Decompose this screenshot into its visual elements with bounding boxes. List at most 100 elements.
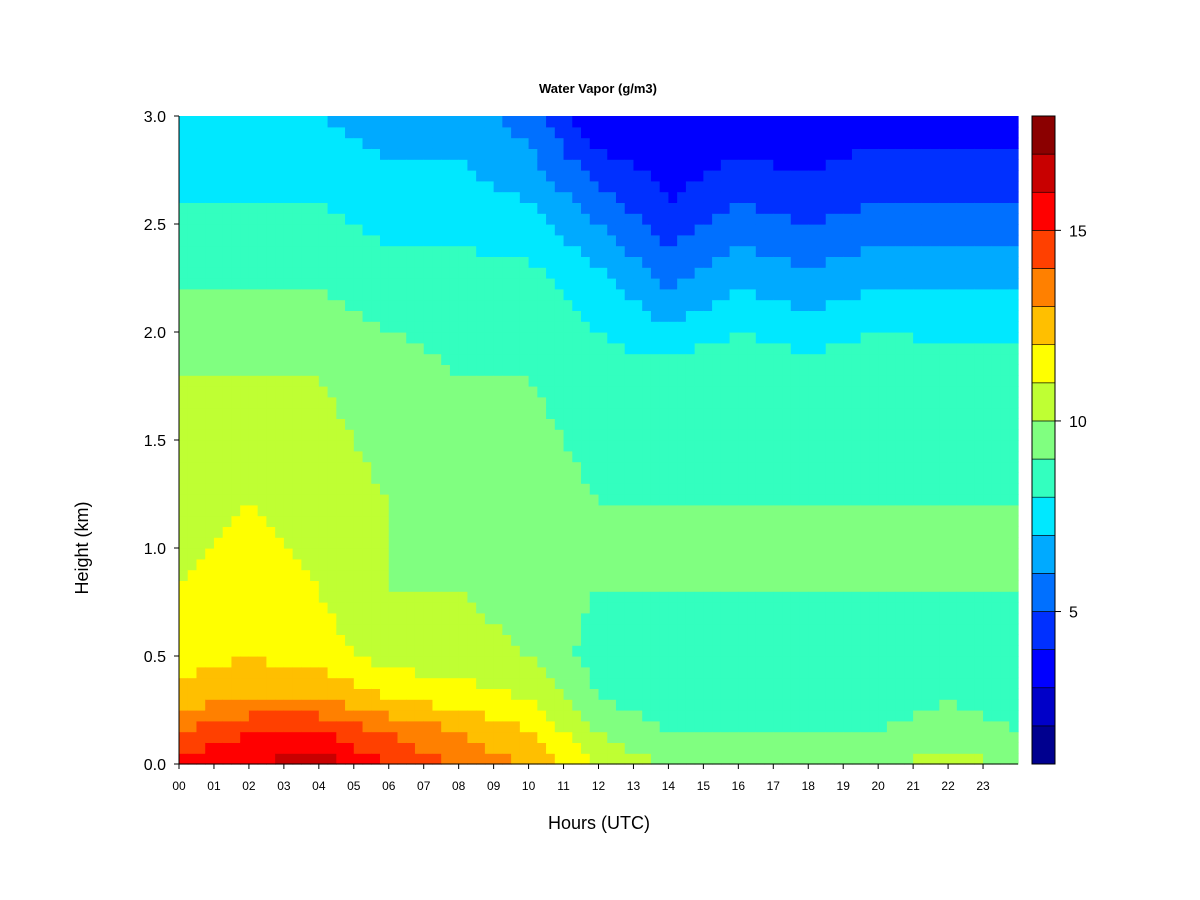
heatmap-cell <box>484 332 495 344</box>
heatmap-cell <box>519 148 530 160</box>
heatmap-cell <box>380 342 390 355</box>
heatmap-cell <box>607 364 617 376</box>
heatmap-cell <box>458 645 469 657</box>
heatmap-cell <box>624 191 635 203</box>
heatmap-cell <box>773 645 783 657</box>
heatmap-cell <box>380 180 390 193</box>
heatmap-cell <box>816 353 827 365</box>
heatmap-cell <box>248 494 259 506</box>
heatmap-cell <box>318 375 329 387</box>
heatmap-cell <box>642 666 652 679</box>
heatmap-cell <box>345 569 355 581</box>
heatmap-cell <box>380 288 390 301</box>
heatmap-cell <box>790 386 801 398</box>
heatmap-cell <box>738 418 748 430</box>
heatmap-cell <box>362 666 372 679</box>
heatmap-cell <box>598 494 608 506</box>
heatmap-cell <box>720 332 731 344</box>
heatmap-cell <box>327 224 337 236</box>
heatmap-cell <box>423 548 434 560</box>
heatmap-cell <box>257 224 267 236</box>
heatmap-cell <box>790 267 801 279</box>
heatmap-cell <box>283 645 294 657</box>
heatmap-cell <box>493 321 503 333</box>
heatmap-cell <box>493 342 503 355</box>
heatmap-cell <box>563 224 573 236</box>
heatmap-cell <box>371 656 381 668</box>
heatmap-cell <box>240 677 250 689</box>
heatmap-cell <box>362 234 372 247</box>
heatmap-cell <box>388 256 399 268</box>
heatmap-cell <box>283 483 294 495</box>
heatmap-cell <box>458 375 469 387</box>
heatmap-cell <box>231 148 241 160</box>
heatmap-cell <box>327 213 337 225</box>
heatmap-cell <box>790 634 801 646</box>
heatmap-cell <box>572 396 582 409</box>
heatmap-cell <box>869 677 879 689</box>
heatmap-cell <box>275 472 285 484</box>
heatmap-cell <box>345 710 355 722</box>
heatmap-cell <box>694 634 704 646</box>
heatmap-cell <box>677 256 687 268</box>
heatmap-cell <box>720 170 731 182</box>
heatmap-cell <box>345 321 355 333</box>
heatmap-cell <box>677 645 687 657</box>
heatmap-cell <box>624 321 635 333</box>
heatmap-cell <box>240 159 250 171</box>
heatmap-cell <box>703 429 713 441</box>
heatmap-cell <box>738 504 748 517</box>
heatmap-cell <box>380 429 390 441</box>
heatmap-cell <box>283 278 294 290</box>
heatmap-cell <box>729 310 739 322</box>
heatmap-cell <box>537 418 547 430</box>
heatmap-cell <box>292 213 302 225</box>
heatmap-cell <box>511 299 521 311</box>
heatmap-cell <box>327 126 337 139</box>
heatmap-cell <box>633 353 643 365</box>
heatmap-cell <box>843 569 853 581</box>
heatmap-cell <box>519 526 530 538</box>
heatmap-cell <box>301 612 311 625</box>
heatmap-cell <box>703 591 713 603</box>
heatmap-cell <box>703 548 713 560</box>
heatmap-cell <box>816 202 827 214</box>
heatmap-cell <box>205 159 215 171</box>
heatmap-cell <box>615 159 626 171</box>
heatmap-cell <box>799 137 809 149</box>
heatmap-cell <box>607 170 617 182</box>
heatmap-cell <box>860 569 871 581</box>
heatmap-cell <box>615 353 626 365</box>
heatmap-cell <box>231 548 241 560</box>
heatmap-cell <box>650 677 661 689</box>
heatmap-cell <box>703 440 713 452</box>
heatmap-cell <box>546 515 556 527</box>
heatmap-cell <box>808 634 818 646</box>
heatmap-cell <box>843 440 853 452</box>
heatmap-cell <box>572 526 582 538</box>
heatmap-cell <box>677 159 687 171</box>
heatmap-cell <box>502 461 512 473</box>
heatmap-cell <box>816 116 827 128</box>
heatmap-cell <box>668 688 678 700</box>
heatmap-cell <box>310 126 320 139</box>
heatmap-cell <box>493 299 503 311</box>
heatmap-cell <box>773 321 783 333</box>
heatmap-cell <box>423 720 434 733</box>
heatmap-cell <box>738 429 748 441</box>
heatmap-cell <box>353 515 364 527</box>
heatmap-cell <box>607 137 617 149</box>
heatmap-cell <box>624 450 635 463</box>
heatmap-cell <box>511 548 521 560</box>
heatmap-cell <box>441 677 451 689</box>
heatmap-cell <box>816 407 827 419</box>
heatmap-cell <box>886 180 897 193</box>
heatmap-cell <box>484 710 495 722</box>
heatmap-cell <box>816 310 827 322</box>
heatmap-cell <box>528 450 538 463</box>
heatmap-cell <box>755 159 766 171</box>
heatmap-cell <box>283 137 294 149</box>
heatmap-cell <box>773 526 783 538</box>
heatmap-cell <box>773 472 783 484</box>
heatmap-cell <box>747 526 757 538</box>
